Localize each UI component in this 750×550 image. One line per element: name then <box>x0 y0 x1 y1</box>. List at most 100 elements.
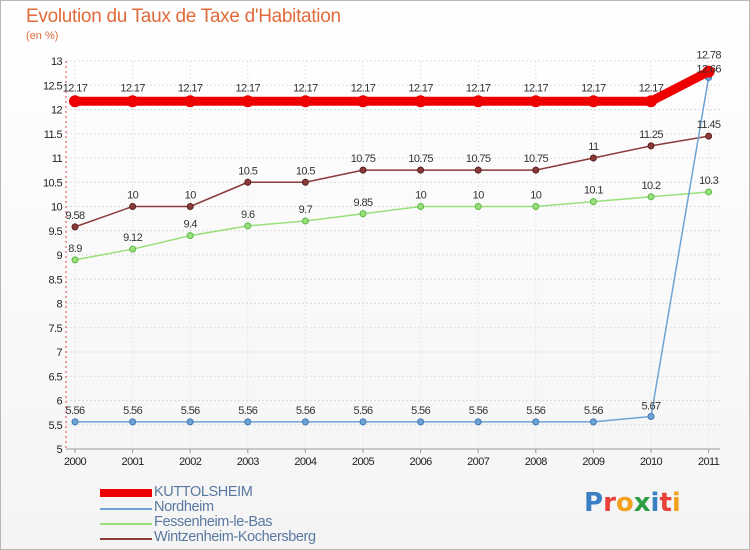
data-point <box>589 198 597 206</box>
data-label: 12.78 <box>696 50 721 62</box>
x-tick-label: 2008 <box>525 456 548 468</box>
data-point <box>244 418 252 426</box>
x-tick-label: 2009 <box>582 456 605 468</box>
data-label: 10 <box>530 190 542 202</box>
logo-letter: t <box>659 488 672 518</box>
data-label: 5.56 <box>411 405 430 417</box>
legend-swatch <box>100 523 152 525</box>
data-point <box>647 193 655 201</box>
legend-swatch <box>100 538 152 540</box>
x-tick-label: 2001 <box>122 456 145 468</box>
data-point <box>702 65 715 78</box>
series-line-wintzenheim-kochersberg <box>74 135 710 228</box>
logo-letter: r <box>603 488 616 518</box>
data-label: 5.56 <box>584 405 603 417</box>
data-label: 10.75 <box>408 153 433 165</box>
y-tick-label: 6 <box>56 396 62 408</box>
data-label: 5.67 <box>641 401 660 413</box>
y-tick-label: 6.5 <box>49 371 63 383</box>
y-tick-label: 10.5 <box>43 177 62 189</box>
data-point <box>414 95 427 108</box>
data-label: 5.56 <box>181 405 200 417</box>
chart-title: Evolution du Taux de Taxe d'Habitation <box>26 6 341 27</box>
x-tick-label: 2004 <box>294 456 317 468</box>
data-label: 10.5 <box>296 165 315 177</box>
y-tick-label: 5 <box>56 444 62 456</box>
data-point <box>357 95 369 108</box>
data-label: 12.17 <box>236 82 261 94</box>
data-label: 8.9 <box>68 243 82 255</box>
data-point <box>244 178 252 186</box>
y-tick-label: 9.5 <box>49 226 63 238</box>
data-point <box>71 256 79 264</box>
data-point <box>184 95 197 108</box>
data-point <box>71 223 79 231</box>
data-label: 10.5 <box>238 165 257 177</box>
data-label: 12.17 <box>63 82 88 94</box>
y-tick-label: 8 <box>56 299 62 311</box>
data-label: 10.2 <box>641 180 660 192</box>
x-tick-label: 2006 <box>410 456 433 468</box>
x-tick-label: 2010 <box>640 456 663 468</box>
data-point <box>301 178 309 186</box>
data-label: 10 <box>473 190 485 202</box>
series-layer <box>69 65 715 426</box>
data-label: 12.17 <box>466 82 491 94</box>
y-tick-label: 11.5 <box>44 129 63 141</box>
y-tick-label: 12.5 <box>43 80 62 92</box>
data-label: 10.1 <box>584 185 603 197</box>
data-point <box>472 95 485 108</box>
y-tick-label: 9 <box>56 250 62 262</box>
x-tick-label: 2011 <box>698 456 720 468</box>
data-point <box>186 418 194 426</box>
data-label: 11.25 <box>639 129 663 141</box>
logo-letter: P <box>584 488 604 518</box>
legend-label: Wintzenheim-Kochersberg <box>154 529 316 545</box>
data-point <box>417 203 425 210</box>
legend-swatch <box>100 489 152 497</box>
y-tick-label: 10 <box>51 202 63 214</box>
legend-swatch <box>100 508 152 510</box>
data-label: 12.17 <box>524 82 549 94</box>
data-label: 9.7 <box>299 204 313 216</box>
data-point <box>126 95 139 108</box>
legend-label: KUTTOLSHEIM <box>154 484 253 500</box>
data-point <box>301 418 309 426</box>
data-label: 10 <box>415 190 427 202</box>
data-point <box>71 418 79 426</box>
x-tick-label: 2007 <box>467 456 490 468</box>
data-point <box>301 217 309 225</box>
x-tick-label: 2003 <box>237 456 260 468</box>
series-line-nordheim <box>74 76 710 423</box>
grid-layer <box>66 60 720 450</box>
data-point <box>69 95 81 108</box>
data-point <box>647 413 655 421</box>
proxiti-logo: Proxiti <box>584 488 681 518</box>
data-point <box>129 418 137 426</box>
data-label: 5.56 <box>353 405 372 417</box>
data-label: 9.85 <box>353 197 372 209</box>
data-point <box>129 245 137 253</box>
chart-subtitle: (en %) <box>26 30 59 42</box>
data-point <box>241 95 254 108</box>
data-label: 12.17 <box>639 82 664 94</box>
data-label-layer: 12.17 12.17 12.17 12.17 12.17 12.17 12.17 12.17… <box>63 50 722 417</box>
y-tick-label: 13 <box>51 56 63 68</box>
data-label: 11.45 <box>697 119 721 131</box>
data-label: 10 <box>185 190 197 202</box>
y-tick-label: 11 <box>52 153 63 165</box>
data-label: 10.75 <box>466 153 491 165</box>
data-point <box>705 188 713 196</box>
data-label: 10.3 <box>699 175 718 187</box>
data-label: 10.75 <box>351 153 376 165</box>
data-label: 12.17 <box>351 82 376 94</box>
data-point <box>645 95 657 108</box>
logo-letter: o <box>615 488 634 518</box>
y-tick-label: 7.5 <box>49 323 63 335</box>
data-label: 12.17 <box>178 82 203 94</box>
data-point <box>186 203 194 210</box>
x-tick-label: 2005 <box>352 456 375 468</box>
data-label: 9.58 <box>65 210 84 222</box>
data-point <box>359 210 367 218</box>
